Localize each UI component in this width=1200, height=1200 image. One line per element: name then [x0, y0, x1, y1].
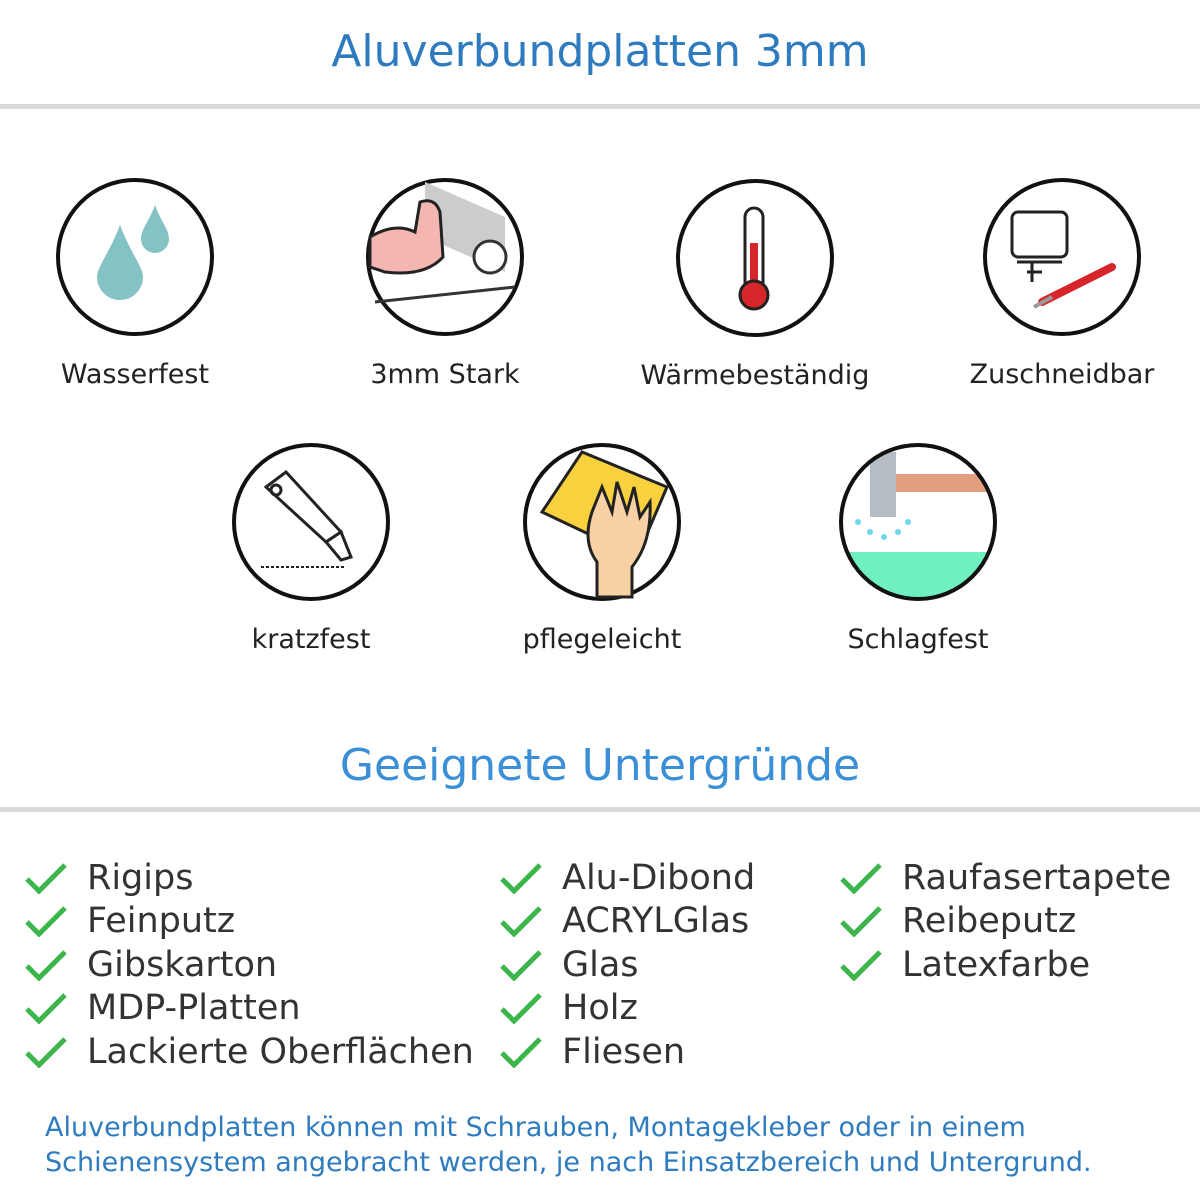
feature-3mm-stark: 3mm Stark [295, 177, 595, 390]
feature-waermebestaendig: Wärmebeständig [605, 178, 905, 391]
surface-item: Gibskarton [25, 943, 474, 987]
feature-kratzfest: kratzfest [161, 442, 461, 655]
feature-label: Wasserfest [60, 359, 210, 390]
checkmark-icon [500, 1036, 542, 1068]
feature-label: pflegeleicht [522, 624, 682, 655]
surface-item: Latexfarbe [840, 943, 1171, 987]
surface-label: ACRYLGlas [562, 901, 750, 942]
checkmark-icon [25, 1036, 67, 1068]
surface-label: Fliesen [562, 1031, 686, 1072]
hand-cloth-icon [523, 443, 681, 601]
surface-item: Fliesen [500, 1030, 755, 1074]
feature-pflegeleicht: pflegeleicht [452, 442, 752, 655]
checkmark-icon [500, 906, 542, 938]
feature-label: kratzfest [251, 624, 371, 655]
surface-label: Rigips [87, 857, 194, 898]
surfaces-column-2: Alu-Dibond ACRYLGlas Glas Holz Fliesen [500, 856, 755, 1074]
checkmark-icon [25, 906, 67, 938]
surface-item: Alu-Dibond [500, 856, 755, 900]
checkmark-icon [500, 949, 542, 981]
surface-item: Reibeputz [840, 900, 1171, 944]
surface-item: Glas [500, 943, 755, 987]
checkmark-icon [840, 949, 882, 981]
checkmark-icon [25, 862, 67, 894]
feature-schlagfest: Schlagfest [768, 442, 1068, 655]
surface-label: Holz [562, 988, 638, 1029]
surface-item: Feinputz [25, 900, 474, 944]
feature-label: Zuschneidbar [969, 359, 1155, 390]
surface-label: Feinputz [87, 901, 236, 942]
hammer-icon [839, 443, 997, 601]
feature-zuschneidbar: Zuschneidbar [912, 177, 1200, 390]
surface-item: Rigips [25, 856, 474, 900]
checkmark-icon [25, 993, 67, 1025]
surface-label: Reibeputz [902, 901, 1077, 942]
footer-line-2: Schienensystem angebracht werden, je nac… [45, 1147, 1092, 1178]
footer-line-1: Aluverbundplatten können mit Schrauben, … [45, 1112, 1026, 1143]
checkmark-icon [840, 906, 882, 938]
jigsaw-knife-icon [983, 178, 1141, 336]
surface-label: MDP-Platten [87, 988, 301, 1029]
feature-label: Schlagfest [847, 624, 989, 655]
divider [0, 807, 1200, 812]
checkmark-icon [500, 862, 542, 894]
strong-arm-icon [366, 178, 524, 336]
divider [0, 104, 1200, 109]
surface-item: Holz [500, 987, 755, 1031]
water-drops-icon [56, 178, 214, 336]
surface-label: Lackierte Oberflächen [87, 1031, 474, 1072]
surface-item: Lackierte Oberflächen [25, 1030, 474, 1074]
surface-item: ACRYLGlas [500, 900, 755, 944]
surface-item: Raufasertapete [840, 856, 1171, 900]
checkmark-icon [25, 949, 67, 981]
feature-wasserfest: Wasserfest [0, 177, 285, 390]
cutter-knife-icon [232, 443, 390, 601]
surface-label: Alu-Dibond [562, 857, 756, 898]
surface-label: Raufasertapete [902, 857, 1172, 898]
thermometer-icon [676, 179, 834, 337]
surface-label: Gibskarton [87, 944, 278, 985]
page-title: Aluverbundplatten 3mm [331, 26, 869, 77]
footer-note: Aluverbundplatten können mit Schrauben, … [45, 1110, 1195, 1180]
feature-label: 3mm Stark [370, 359, 520, 390]
checkmark-icon [500, 993, 542, 1025]
checkmark-icon [840, 862, 882, 894]
surfaces-title: Geeignete Untergründe [339, 740, 861, 791]
surface-item: MDP-Platten [25, 987, 474, 1031]
surfaces-column-1: Rigips Feinputz Gibskarton MDP-Platten Lacki… [25, 856, 474, 1074]
surface-label: Glas [562, 944, 639, 985]
feature-label: Wärmebeständig [640, 360, 870, 391]
surfaces-column-3: Raufasertapete Reibeputz Latexfarbe [840, 856, 1171, 987]
surface-label: Latexfarbe [902, 944, 1091, 985]
